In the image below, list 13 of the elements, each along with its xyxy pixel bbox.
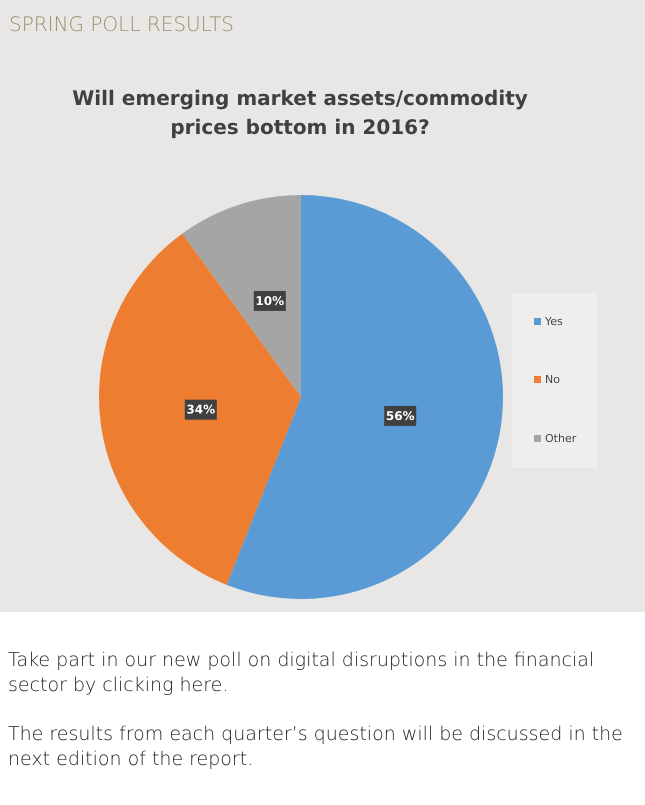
pie-slice	[226, 195, 503, 599]
text: Take part in our new poll on digital disruptions in the financial sector by clicking here.	[8, 648, 596, 698]
legend-label: Other	[544, 432, 578, 445]
legend-label: Yes	[544, 315, 564, 328]
text: The results from each quarter’s question will be discussed in the next edition of the report.	[8, 722, 624, 772]
legend-label: No	[544, 373, 561, 386]
data-label: 56%	[386, 408, 415, 423]
pie-slice	[99, 234, 301, 585]
data-label: 10%	[255, 294, 284, 308]
chart-subtitle: SPRING POLL RESULTS	[9, 12, 234, 36]
data-label: 34%	[186, 402, 216, 417]
pie-slice	[182, 195, 301, 397]
chart-title: Will emerging market assets/commodity prices bottom in 2016?	[71, 85, 529, 141]
